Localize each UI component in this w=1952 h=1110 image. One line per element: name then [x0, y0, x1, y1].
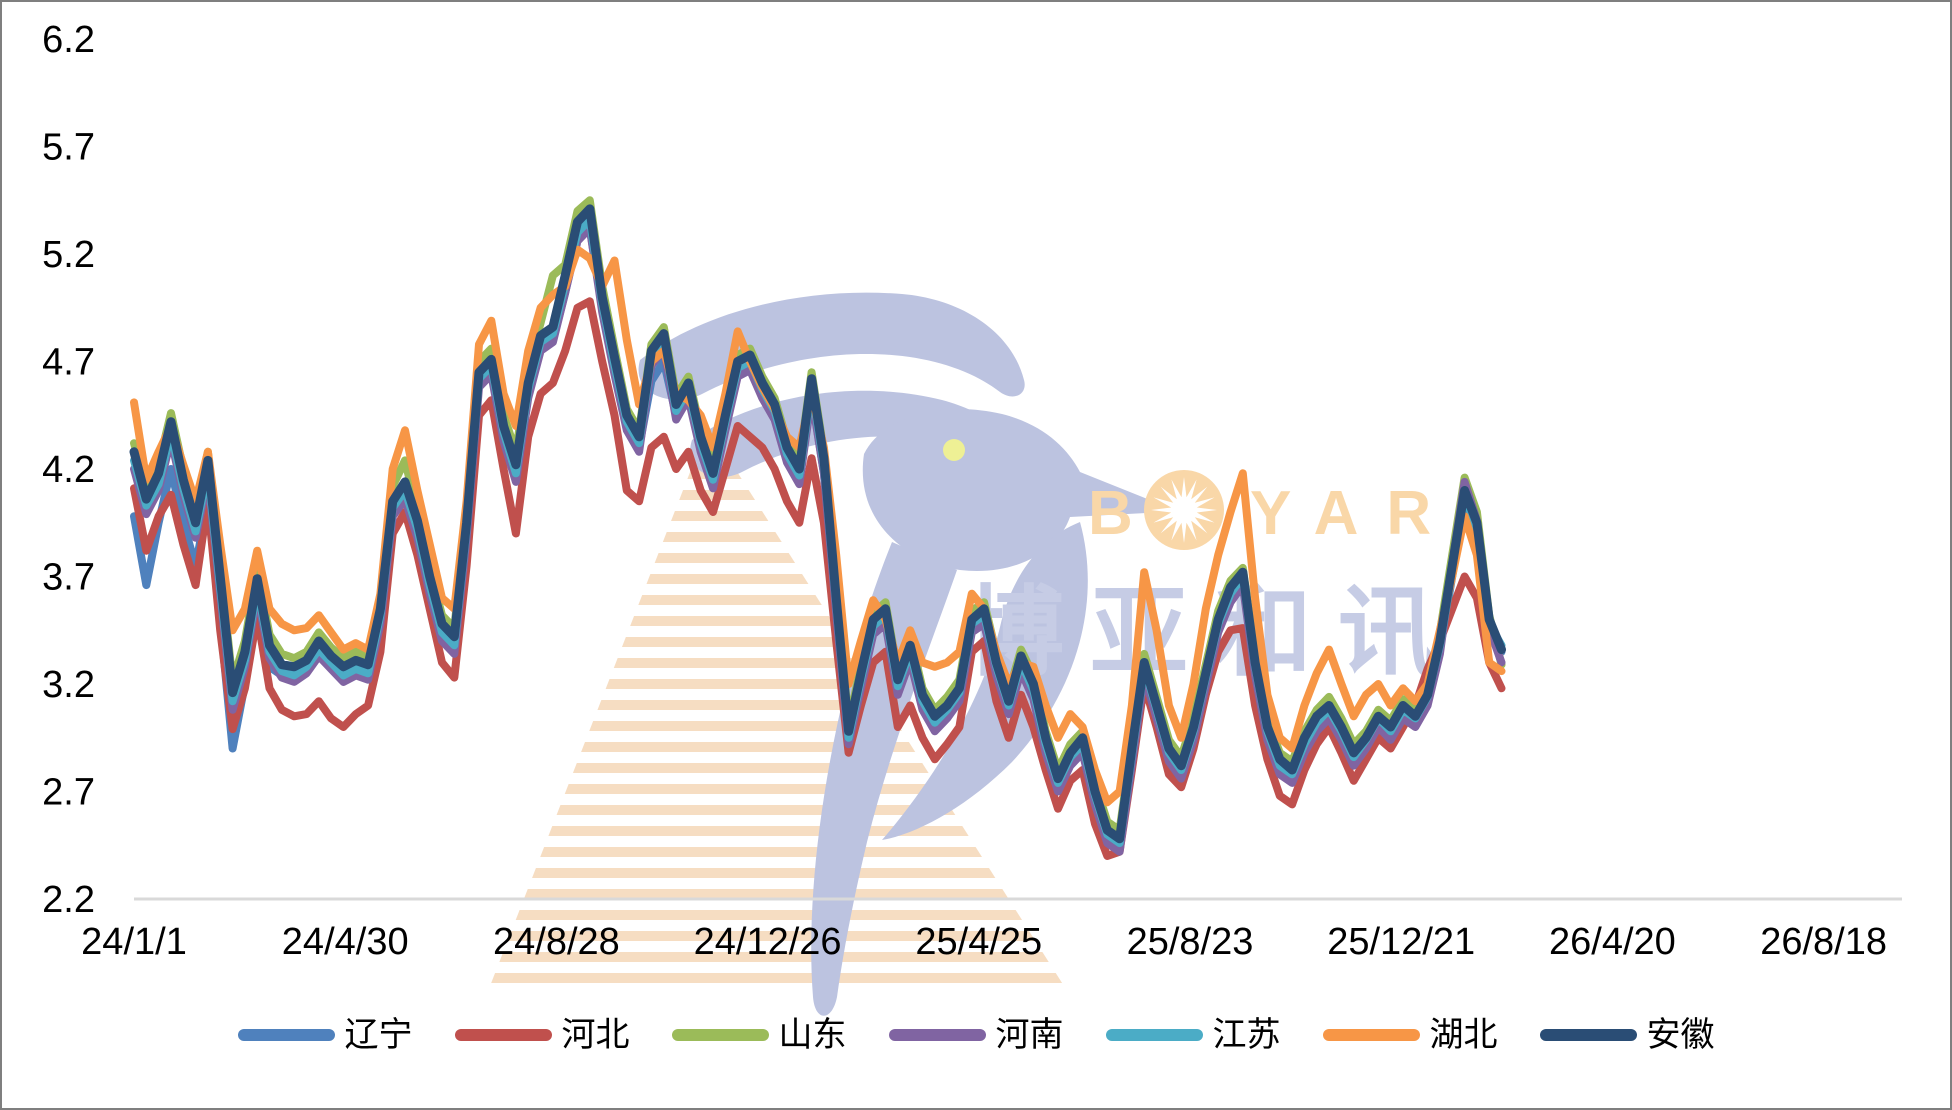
series-lines — [129, 196, 1506, 860]
y-axis-label: 3.7 — [42, 557, 95, 599]
x-axis-label: 24/1/1 — [81, 921, 187, 963]
y-axis-label: 4.7 — [42, 342, 95, 384]
y-axis-label: 6.2 — [42, 19, 95, 61]
legend-item-shandong: 山东 — [671, 1016, 847, 1054]
legend-item-henan: 河南 — [888, 1016, 1064, 1054]
legend-swatch-jiangsu — [1105, 1029, 1203, 1041]
watermark-brand: B YAR — [1088, 470, 1459, 550]
axes: 6.2 5.7 5.2 4.7 4.2 3.7 3.2 2.7 2.224/1/1 24/4/30… — [42, 19, 1902, 963]
legend-swatch-liaoning — [237, 1029, 335, 1041]
x-axis-label: 26/8/18 — [1760, 921, 1887, 963]
x-axis-label: 26/4/20 — [1549, 921, 1676, 963]
watermark-sunburst — [1151, 477, 1217, 543]
y-axis-label: 5.2 — [42, 234, 95, 276]
dove-eye — [943, 439, 965, 461]
x-axis-label: 24/8/28 — [493, 921, 620, 963]
watermark-stripes — [490, 426, 1064, 986]
x-axis-label: 25/8/23 — [1127, 921, 1254, 963]
dove-breast-swoosh — [882, 522, 1088, 840]
legend-item-hebei: 河北 — [454, 1016, 630, 1054]
legend-label-hebei: 河北 — [561, 1016, 630, 1054]
legend-label-liaoning: 辽宁 — [344, 1016, 413, 1054]
dove-wing-upper — [638, 292, 1025, 400]
y-axis-label: 2.2 — [42, 879, 95, 921]
series-line-anhui — [129, 204, 1506, 844]
legend-label-shandong: 山东 — [778, 1016, 847, 1054]
x-axis-label: 25/12/21 — [1327, 921, 1475, 963]
legend-swatch-shandong — [671, 1029, 769, 1041]
y-axis-label: 4.2 — [42, 449, 95, 491]
legend-swatch-hebei — [454, 1029, 552, 1041]
x-axis-label: 24/12/26 — [694, 921, 842, 963]
legend: 辽宁 河北 山东 河南 江苏 湖北 安徽 — [2, 1018, 1950, 1052]
legend-swatch-henan — [888, 1029, 986, 1041]
watermark-brand-b: B — [1088, 479, 1133, 548]
legend-item-liaoning: 辽宁 — [237, 1016, 413, 1054]
legend-swatch-anhui — [1539, 1029, 1637, 1041]
y-axis-label: 2.7 — [42, 772, 95, 814]
watermark-brand-yar: YAR — [1250, 479, 1459, 548]
legend-label-anhui: 安徽 — [1646, 1016, 1715, 1054]
series-line-hebei — [130, 297, 1506, 860]
x-axis-label: 24/4/30 — [282, 921, 409, 963]
legend-label-hubei: 湖北 — [1429, 1016, 1498, 1054]
dove-head — [862, 409, 1157, 571]
legend-label-henan: 河南 — [995, 1016, 1064, 1054]
x-axis-label: 25/4/25 — [915, 921, 1042, 963]
legend-item-jiangsu: 江苏 — [1105, 1016, 1281, 1054]
legend-label-jiangsu: 江苏 — [1212, 1016, 1281, 1054]
legend-item-hubei: 湖北 — [1322, 1016, 1498, 1054]
legend-item-anhui: 安徽 — [1539, 1016, 1715, 1054]
y-axis-label: 3.2 — [42, 664, 95, 706]
legend-swatch-hubei — [1322, 1029, 1420, 1041]
y-axis-label: 5.7 — [42, 127, 95, 169]
